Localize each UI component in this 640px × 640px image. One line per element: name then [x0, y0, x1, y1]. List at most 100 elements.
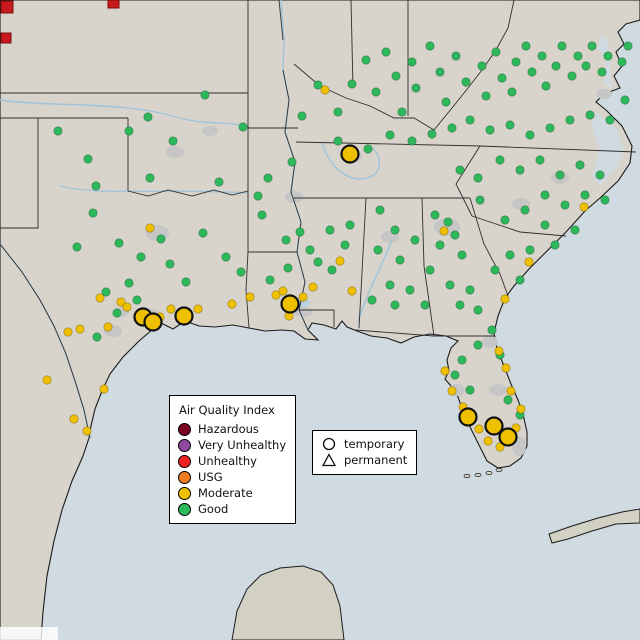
station-marker[interactable]	[391, 71, 401, 81]
station-marker[interactable]	[333, 107, 343, 117]
station-marker[interactable]	[297, 111, 307, 121]
station-marker[interactable]	[465, 385, 475, 395]
station-marker[interactable]	[461, 77, 471, 87]
station-marker[interactable]	[168, 136, 178, 146]
station-marker[interactable]	[397, 107, 407, 117]
station-marker[interactable]	[112, 308, 122, 318]
station-marker[interactable]	[465, 285, 475, 295]
station-marker[interactable]	[381, 47, 391, 57]
station-marker[interactable]	[516, 404, 526, 414]
station-marker[interactable]	[505, 250, 515, 260]
station-marker[interactable]	[495, 155, 505, 165]
station-marker[interactable]	[375, 205, 385, 215]
station-marker[interactable]	[515, 275, 525, 285]
station-marker[interactable]	[281, 235, 291, 245]
station-marker[interactable]	[500, 215, 510, 225]
station-marker[interactable]	[473, 305, 483, 315]
station-marker[interactable]	[193, 304, 203, 314]
station-marker[interactable]	[271, 290, 281, 300]
station-marker[interactable]	[165, 259, 175, 269]
station-marker[interactable]	[560, 200, 570, 210]
station-marker[interactable]	[325, 225, 335, 235]
station-marker[interactable]	[620, 95, 630, 105]
station-marker[interactable]	[439, 226, 449, 236]
station-marker[interactable]	[63, 327, 73, 337]
station-marker[interactable]	[385, 130, 395, 140]
station-marker[interactable]	[580, 190, 590, 200]
station-marker[interactable]	[494, 346, 504, 356]
station-marker[interactable]	[581, 61, 591, 71]
station-marker[interactable]	[298, 292, 308, 302]
station-marker[interactable]	[166, 304, 176, 314]
station-marker[interactable]	[83, 154, 93, 164]
station-marker[interactable]	[551, 61, 561, 71]
station-marker[interactable]	[521, 41, 531, 51]
station-marker[interactable]	[505, 120, 515, 130]
station-marker[interactable]	[174, 306, 194, 326]
station-marker[interactable]	[327, 265, 337, 275]
station-marker[interactable]	[503, 395, 513, 405]
station-marker[interactable]	[617, 57, 627, 67]
station-marker[interactable]	[484, 416, 504, 436]
station-marker[interactable]	[335, 256, 345, 266]
station-marker[interactable]	[587, 41, 597, 51]
station-marker[interactable]	[455, 300, 465, 310]
station-marker[interactable]	[411, 83, 421, 93]
station-marker[interactable]	[122, 302, 132, 312]
station-marker[interactable]	[595, 170, 605, 180]
station-marker[interactable]	[540, 190, 550, 200]
station-marker[interactable]	[373, 245, 383, 255]
station-marker[interactable]	[511, 57, 521, 67]
station-marker[interactable]	[481, 91, 491, 101]
station-marker[interactable]	[473, 173, 483, 183]
station-marker[interactable]	[425, 265, 435, 275]
station-marker[interactable]	[447, 123, 457, 133]
station-marker[interactable]	[340, 240, 350, 250]
station-marker[interactable]	[407, 57, 417, 67]
station-marker[interactable]	[495, 442, 505, 452]
station-marker[interactable]	[623, 41, 633, 51]
station-marker[interactable]	[405, 285, 415, 295]
station-marker[interactable]	[371, 87, 381, 97]
station-marker[interactable]	[200, 90, 210, 100]
station-marker[interactable]	[537, 51, 547, 61]
station-marker[interactable]	[550, 240, 560, 250]
station-marker[interactable]	[520, 205, 530, 215]
station-marker[interactable]	[500, 294, 510, 304]
station-marker[interactable]	[501, 363, 511, 373]
station-marker[interactable]	[101, 287, 111, 297]
station-marker[interactable]	[313, 80, 323, 90]
station-marker[interactable]	[425, 41, 435, 51]
station-marker[interactable]	[361, 55, 371, 65]
station-marker[interactable]	[156, 234, 166, 244]
station-marker[interactable]	[525, 130, 535, 140]
station-marker[interactable]	[308, 282, 318, 292]
station-marker[interactable]	[410, 235, 420, 245]
station-marker[interactable]	[88, 208, 98, 218]
station-marker[interactable]	[345, 220, 355, 230]
station-marker[interactable]	[305, 245, 315, 255]
station-marker[interactable]	[420, 300, 430, 310]
station-marker[interactable]	[540, 220, 550, 230]
station-marker[interactable]	[473, 340, 483, 350]
station-marker[interactable]	[441, 97, 451, 107]
station-marker[interactable]	[221, 252, 231, 262]
station-marker[interactable]	[136, 252, 146, 262]
station-marker[interactable]	[567, 71, 577, 81]
station-marker[interactable]	[340, 144, 360, 164]
station-marker[interactable]	[435, 240, 445, 250]
station-marker[interactable]	[92, 332, 102, 342]
station-marker[interactable]	[53, 126, 63, 136]
station-marker[interactable]	[597, 67, 607, 77]
station-marker[interactable]	[390, 225, 400, 235]
station-marker[interactable]	[430, 210, 440, 220]
station-marker[interactable]	[475, 195, 485, 205]
station-marker[interactable]	[347, 79, 357, 89]
station-marker[interactable]	[506, 386, 516, 396]
station-marker[interactable]	[116, 297, 126, 307]
station-marker[interactable]	[555, 170, 565, 180]
station-marker[interactable]	[390, 300, 400, 310]
station-marker[interactable]	[450, 370, 460, 380]
station-marker[interactable]	[181, 277, 191, 287]
